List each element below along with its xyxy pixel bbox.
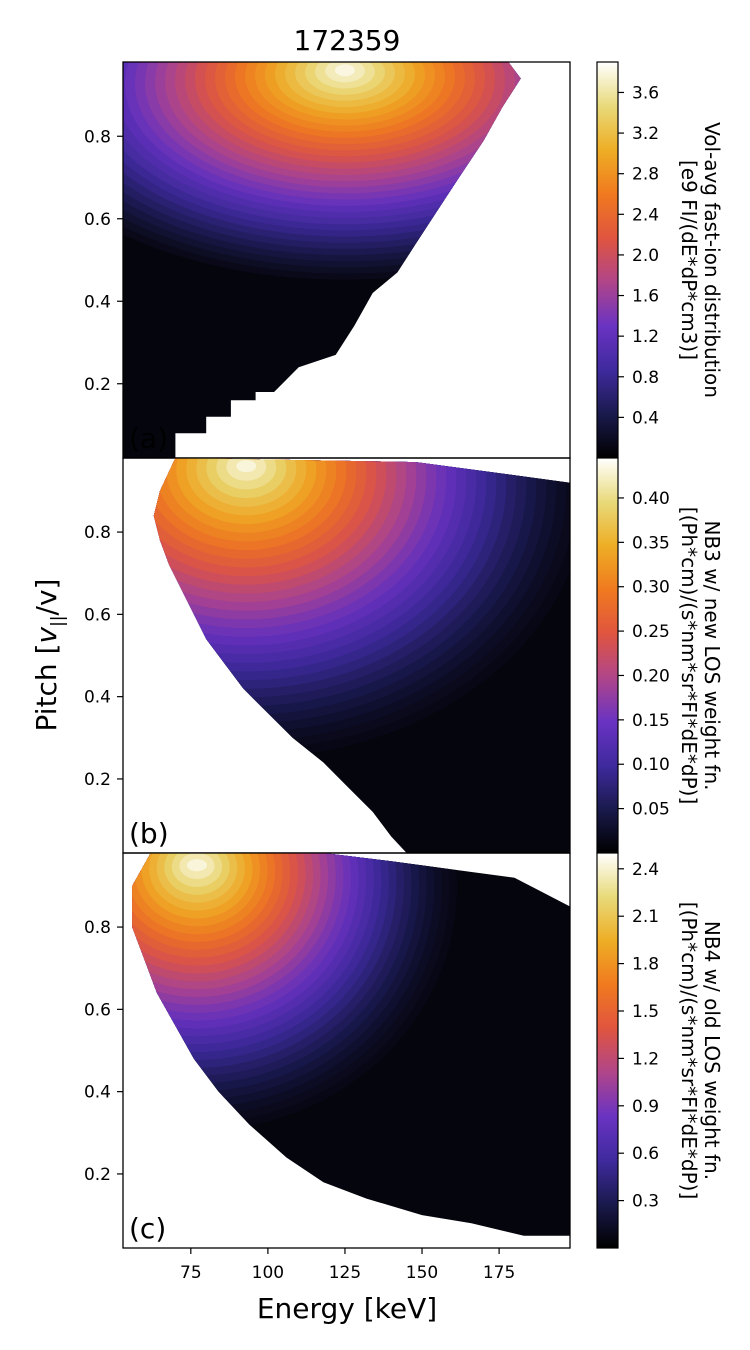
colorbar-tick-label: 1.2 — [632, 1049, 659, 1069]
y-tick-label: 0.6 — [84, 210, 111, 230]
panel-frame — [122, 852, 571, 1249]
y-tick-label: 0.8 — [84, 127, 111, 147]
colorbar-tick-label: 1.5 — [632, 1002, 659, 1022]
y-tick-label: 0.4 — [84, 292, 111, 312]
colorbar-tick-label: 3.2 — [632, 124, 659, 144]
colorbar-gradient — [596, 457, 619, 854]
x-tick-label: 75 — [180, 1263, 202, 1283]
colorbar-label-line2: [(Ph*cm)/(s*nm*sr*FI*dE*dP)] — [677, 507, 701, 804]
colorbar-tick-label: 1.8 — [632, 955, 659, 975]
heatmap-contour-band — [335, 64, 355, 77]
heatmap-field — [123, 62, 521, 458]
heatmap-field — [153, 458, 571, 853]
colorbar-tick-label: 0.6 — [632, 1144, 659, 1164]
colorbar-tick-label: 0.40 — [632, 489, 670, 509]
y-tick-label: 0.2 — [84, 770, 111, 790]
colorbar-tick-label: 0.20 — [632, 666, 670, 686]
colorbar-tick-label: 0.25 — [632, 622, 670, 642]
panel-1: 0.2 0.4 0.6 0.8 (a) 0.4 0.8 1.2 1.6 2.0 2.4 2.8 3.2 3… — [84, 61, 724, 459]
colorbar-tick-label: 0.8 — [632, 368, 659, 388]
y-tick-label: 0.4 — [84, 1083, 111, 1103]
colorbar: 0.3 0.6 0.9 1.2 1.5 1.8 2.1 2.4 NB4 w/ old LOS w… — [596, 852, 724, 1249]
x-tick-label: 125 — [329, 1263, 361, 1283]
y-axis-label: Pitch [v||/v] — [30, 579, 68, 732]
colorbar-tick-label: 0.4 — [632, 408, 659, 428]
y-tick-label: 0.4 — [84, 688, 111, 708]
y-tick-label: 0.6 — [84, 605, 111, 625]
colorbar-gradient — [596, 852, 619, 1249]
colorbar-tick-label: 1.6 — [632, 287, 659, 307]
colorbar-label-line2: [(Ph*cm)/(s*nm*sr*FI*dE*dP)] — [677, 902, 701, 1199]
colorbar: 0.4 0.8 1.2 1.6 2.0 2.4 2.8 3.2 3.6 Vol-avg fast-… — [596, 61, 724, 459]
colorbar-tick-label: 3.6 — [632, 83, 659, 103]
colorbar-tick-label: 0.05 — [632, 800, 670, 820]
colorbar-label-line1: NB4 w/ old LOS weight fn. — [700, 921, 724, 1180]
colorbar-label-line1: NB3 w/ new LOS weight fn. — [700, 521, 724, 791]
colorbar-tick-label: 0.15 — [632, 711, 670, 731]
colorbar-tick-label: 2.4 — [632, 205, 659, 225]
x-tick-label: 100 — [252, 1263, 284, 1283]
x-axis-label: Energy [keV] — [257, 1292, 437, 1325]
heatmap-contour-band — [187, 859, 207, 872]
colorbar-tick-label: 0.30 — [632, 578, 670, 598]
panel-2: 0.20.40.60.8(b)0.050.100.150.200.250.300… — [84, 457, 724, 854]
colorbar-tick-label: 0.10 — [632, 755, 670, 775]
panel-label: (a) — [129, 422, 168, 455]
colorbar-tick-label: 0.3 — [632, 1192, 659, 1212]
colorbar-tick-label: 0.35 — [632, 533, 670, 553]
colorbar-label-line1: Vol-avg fast-ion distribution — [700, 122, 724, 398]
colorbar-tick-label: 2.0 — [632, 246, 659, 266]
colorbar-tick-label: 2.1 — [632, 907, 659, 927]
y-tick-label: 0.2 — [84, 1165, 111, 1185]
panel-label: (c) — [129, 1212, 166, 1245]
y-tick-label: 0.8 — [84, 523, 111, 543]
figure-title: 172359 — [294, 24, 401, 57]
y-tick-label: 0.6 — [84, 1000, 111, 1020]
colorbar-tick-label: 2.8 — [632, 165, 659, 185]
colorbar-tick-label: 0.9 — [632, 1097, 659, 1117]
y-tick-label: 0.2 — [84, 375, 111, 395]
colorbar-tick-label: 2.4 — [632, 860, 659, 880]
x-tick-label: 175 — [483, 1263, 515, 1283]
colorbar-label-line2: [e9 FI/(dE*dP*cm3)] — [677, 160, 701, 360]
panel-label: (b) — [129, 817, 169, 850]
x-tick-label: 150 — [406, 1263, 438, 1283]
colorbar-tick-label: 1.2 — [632, 327, 659, 347]
colorbar: 0.05 0.10 0.15 0.20 0.25 0.30 0.35 0.40 NB3 w/ n… — [596, 457, 724, 854]
heatmap-contour-band — [236, 460, 257, 473]
y-tick-label: 0.8 — [84, 918, 111, 938]
colorbar-gradient — [596, 61, 619, 459]
